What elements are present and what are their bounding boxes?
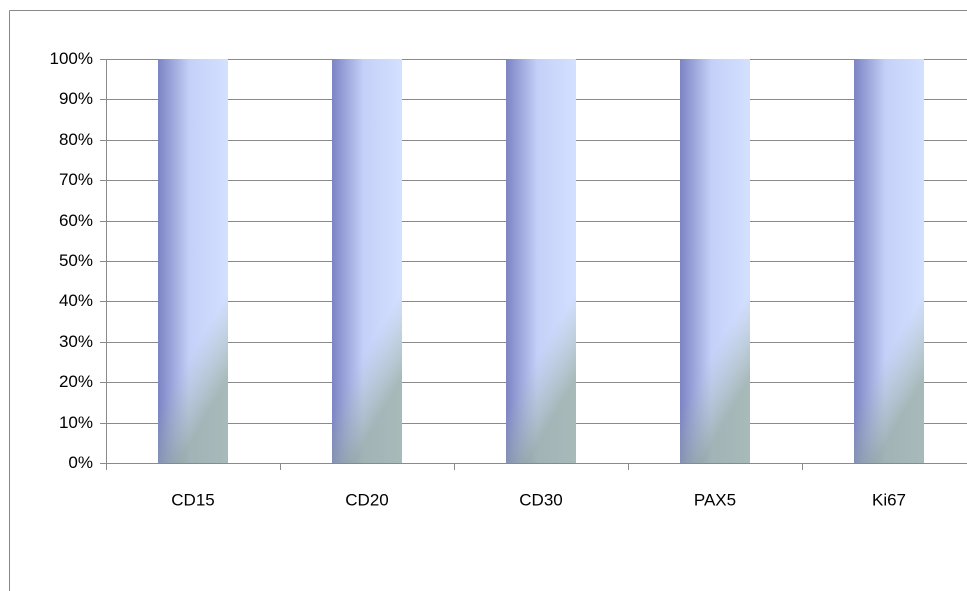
y-tick-label: 10% [59,413,93,432]
y-tick-label: 0% [68,453,93,472]
bar-shade [506,59,576,463]
x-tick-label: CD30 [519,490,562,509]
bar-shade [158,59,228,463]
y-tick-label: 70% [59,170,93,189]
bar-shade [854,59,924,463]
bar-shade [680,59,750,463]
x-tick-label: PAX5 [694,490,736,509]
y-tick-label: 20% [59,372,93,391]
y-tick-label: 40% [59,291,93,310]
x-tick-label: CD20 [345,490,388,509]
y-tick-label: 100% [50,49,93,68]
x-tick-label: CD15 [171,490,214,509]
bar-shade [332,59,402,463]
x-tick-label: Ki67 [872,490,906,509]
y-tick-label: 90% [59,89,93,108]
y-tick-label: 80% [59,130,93,149]
y-tick-label: 30% [59,332,93,351]
y-tick-label: 60% [59,211,93,230]
y-tick-label: 50% [59,251,93,270]
